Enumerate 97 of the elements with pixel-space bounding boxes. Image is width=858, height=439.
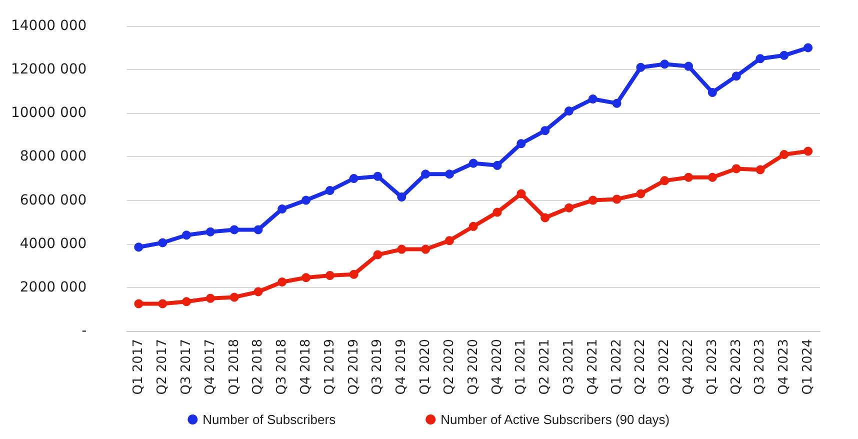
point [516,189,526,198]
point [302,196,311,205]
legend-label: Number of Subscribers [202,412,336,427]
point [708,88,717,97]
point [588,196,598,205]
point [660,176,670,186]
point [278,204,287,214]
point [684,62,694,71]
point [182,297,191,306]
point [373,250,382,260]
legend-label: Number of Active Subscribers (90 days) [440,412,670,427]
point [230,225,239,234]
point [708,172,717,182]
y-tick-label: 12000 000 [10,62,87,78]
x-tick-label: Q1 2017 [131,339,146,395]
point [492,160,502,170]
x-tick-label: Q2 2023 [728,339,744,395]
x-tick-label: Q4 2022 [681,339,696,395]
x-tick-label: Q1 2020 [418,339,434,395]
x-tick-label: Q2 2022 [633,339,648,395]
point [373,172,382,181]
point [492,208,502,217]
point [540,126,550,136]
x-tick-label: Q4 2017 [202,339,218,395]
point [158,299,168,308]
x-tick-label: Q1 2019 [322,339,338,395]
point [564,203,574,212]
point [421,244,430,254]
x-tick-label: Q3 2022 [657,339,672,395]
point [588,94,598,104]
x-tick-label: Q1 2022 [609,339,624,395]
x-tick-label: Q1 2024 [800,339,816,395]
point [756,54,765,64]
x-tick-label: Q1 2021 [514,339,529,395]
point [756,165,765,174]
point [421,170,430,179]
point [444,236,454,246]
y-tick-label: 14000 000 [10,18,87,34]
point [325,270,334,280]
point [349,270,358,279]
point [206,227,215,236]
point [780,150,789,160]
point [804,146,813,156]
point [660,60,670,69]
point [158,238,168,248]
point [636,62,646,72]
x-tick-label: Q2 2020 [442,339,457,395]
x-tick-label: Q4 2020 [490,339,505,395]
y-tick-label: 6000 000 [20,192,87,208]
x-tick-label: Q3 2020 [466,339,481,395]
point [325,186,334,195]
x-tick-label: Q1 2023 [704,339,720,395]
x-tick-label: Q4 2018 [298,339,314,395]
point [302,273,311,282]
point [804,43,813,52]
point [540,213,550,222]
point [780,50,789,60]
point [732,72,741,81]
point [206,294,215,303]
x-tick-label: Q4 2023 [776,339,792,395]
point [254,225,263,234]
x-tick-label: Q3 2023 [752,339,768,395]
point [444,170,454,179]
y-tick-label: 2000 000 [20,279,87,296]
x-tick-label: Q2 2017 [155,339,170,395]
point [636,189,646,198]
x-tick-label: Q3 2017 [178,339,194,395]
x-tick-label: Q4 2019 [394,339,410,395]
point [230,292,239,302]
point [134,299,144,308]
point [732,164,741,174]
x-tick-label: Q3 2018 [274,339,290,395]
point [564,106,574,116]
x-tick-label: Q4 2021 [585,339,600,395]
point [254,287,263,296]
point [612,98,622,108]
x-tick-label: Q3 2021 [561,339,576,395]
point [684,172,694,182]
x-tick-label: Q2 2018 [250,339,266,395]
point [278,277,287,286]
x-tick-label: Q1 2018 [226,339,242,395]
x-tick-label: Q3 2019 [370,339,386,395]
y-tick-label: - [82,323,87,339]
x-tick-label: Q2 2021 [538,339,553,395]
point [182,230,191,240]
y-tick-label: 8000 000 [20,148,87,165]
point [397,244,406,254]
point [516,139,526,148]
point [397,192,406,202]
point [468,222,478,231]
y-tick-label: 4000 000 [20,236,87,252]
point [612,194,622,204]
y-tick-label: 10000 000 [10,105,87,122]
point [468,158,478,168]
x-tick-label: Q2 2019 [346,339,362,395]
point [134,242,144,252]
point [349,174,358,183]
